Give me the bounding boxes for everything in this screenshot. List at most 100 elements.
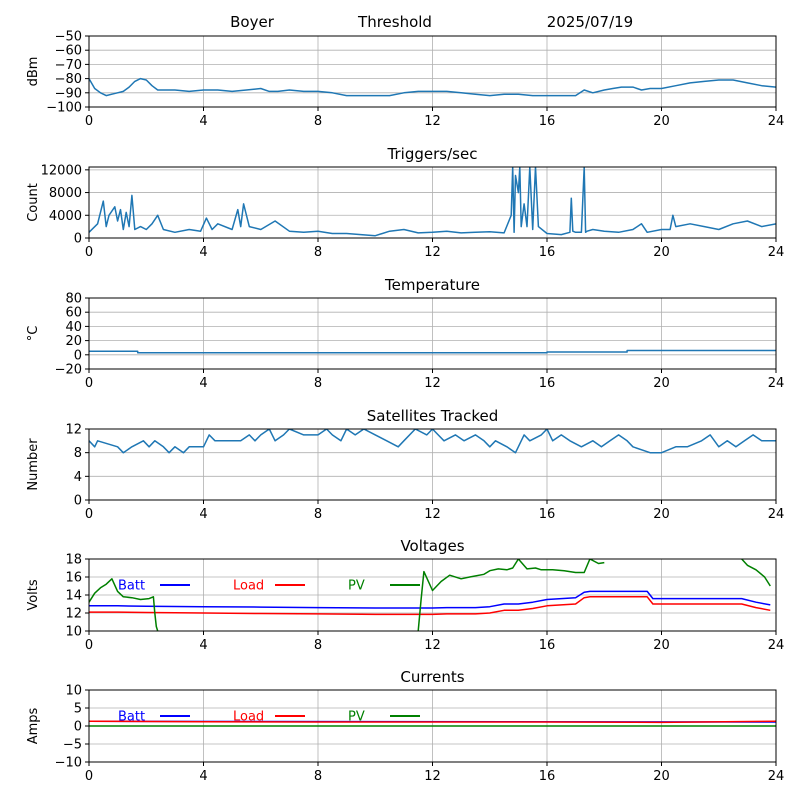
series-group	[89, 349, 776, 354]
x-tick-label: 8	[314, 769, 322, 784]
series-group	[89, 167, 776, 237]
x-tick-label: 16	[539, 376, 556, 391]
y-tick-label: −5	[63, 738, 82, 753]
y-tick-label: −70	[55, 58, 82, 73]
x-tick-label: 8	[314, 376, 322, 391]
y-tick-label: 5	[74, 702, 82, 717]
x-tick-label: 24	[768, 376, 785, 391]
chart-title: Temperature	[384, 276, 480, 294]
x-tick-label: 16	[539, 114, 556, 129]
y-tick-label: 14	[65, 589, 82, 604]
chart-panel-4: 0 4 8 12 16 20 24 10 12 14 16 18 Voltages Volts Batt Lo…	[26, 537, 784, 653]
series-line-load	[89, 720, 776, 724]
series-line-data	[89, 349, 776, 354]
y-axis-label: dBm	[26, 57, 41, 87]
x-tick-label: 12	[424, 769, 441, 784]
series-line-data	[89, 77, 776, 97]
x-tick-label: 0	[85, 638, 93, 653]
series-line-batt	[89, 590, 771, 609]
series-line-pv	[89, 578, 159, 631]
x-tick-label: 4	[199, 245, 207, 260]
series-line-data	[89, 167, 776, 237]
y-tick-label: −100	[46, 101, 82, 116]
chart-panel-3: 0 4 8 12 16 20 24 0 4 8 12 Satellites Tracked Number	[26, 407, 784, 522]
x-tick-label: 12	[424, 114, 441, 129]
y-axis-label: °C	[26, 326, 41, 342]
y-tick-label: 12000	[41, 163, 82, 178]
x-tick-label: 8	[314, 114, 322, 129]
y-axis-label: Amps	[26, 707, 41, 744]
x-tick-label: 0	[85, 376, 93, 391]
y-axis-label: Count	[26, 183, 41, 222]
x-tick-label: 24	[768, 507, 785, 522]
x-tick-label: 4	[199, 638, 207, 653]
x-tick-label: 20	[653, 245, 670, 260]
legend-label-pv: PV	[348, 710, 365, 725]
y-tick-label: 10	[65, 625, 82, 640]
mode-label: Threshold	[357, 13, 432, 31]
y-tick-label: −90	[55, 86, 82, 101]
legend-label-load: Load	[233, 710, 264, 725]
y-tick-label: 12	[65, 607, 82, 622]
x-tick-label: 20	[653, 507, 670, 522]
x-tick-label: 0	[85, 114, 93, 129]
y-tick-label: 0	[74, 494, 82, 509]
date-label: 2025/07/19	[547, 13, 633, 31]
series-group	[89, 77, 776, 97]
x-tick-label: 0	[85, 769, 93, 784]
x-tick-label: 8	[314, 507, 322, 522]
y-tick-label: 8000	[49, 186, 82, 201]
chart-title: Satellites Tracked	[367, 407, 498, 425]
chart-title: Voltages	[400, 537, 464, 555]
y-tick-label: −80	[55, 72, 82, 87]
x-tick-label: 16	[539, 507, 556, 522]
x-tick-label: 24	[768, 245, 785, 260]
chart-panel-1: 0 4 8 12 16 20 24 0 4000 8000 12000 Triggers/sec Cou…	[26, 145, 784, 260]
x-tick-label: 0	[85, 245, 93, 260]
x-tick-label: 8	[314, 638, 322, 653]
y-tick-label: 60	[65, 306, 82, 321]
x-tick-label: 24	[768, 769, 785, 784]
series-line-load	[89, 596, 771, 616]
y-axis-label: Volts	[26, 579, 41, 611]
y-tick-label: 80	[65, 292, 82, 307]
x-tick-label: 12	[424, 507, 441, 522]
y-axis-label: Number	[26, 438, 41, 491]
y-tick-label: 8	[74, 446, 82, 461]
y-tick-label: 4000	[49, 209, 82, 224]
series-group	[89, 429, 776, 454]
x-tick-label: 20	[653, 114, 670, 129]
y-tick-label: 18	[65, 553, 82, 568]
x-tick-label: 20	[653, 638, 670, 653]
x-tick-label: 4	[199, 114, 207, 129]
series-group	[89, 559, 771, 631]
x-tick-label: 24	[768, 114, 785, 129]
y-tick-label: 40	[65, 320, 82, 335]
x-tick-label: 4	[199, 507, 207, 522]
y-tick-label: 12	[65, 423, 82, 438]
x-tick-label: 16	[539, 245, 556, 260]
x-tick-label: 24	[768, 638, 785, 653]
series-line-data	[741, 559, 771, 587]
y-tick-label: −10	[55, 756, 82, 771]
x-tick-label: 20	[653, 769, 670, 784]
y-tick-label: 0	[74, 720, 82, 735]
y-tick-label: −60	[55, 44, 82, 59]
legend-label-batt: Batt	[118, 710, 145, 725]
x-tick-label: 12	[424, 376, 441, 391]
y-tick-label: 20	[65, 334, 82, 349]
y-tick-label: 16	[65, 571, 82, 586]
legend-label-pv: PV	[348, 579, 365, 594]
series-line-data	[417, 559, 605, 631]
chart-title: Currents	[400, 668, 464, 686]
x-tick-label: 0	[85, 507, 93, 522]
x-tick-label: 4	[199, 769, 207, 784]
chart-panel-0: 0 4 8 12 16 20 24 −100−90−80−70−60−50 dBm	[26, 30, 784, 130]
legend-label-load: Load	[233, 579, 264, 594]
x-tick-label: 12	[424, 638, 441, 653]
x-tick-label: 16	[539, 769, 556, 784]
x-tick-label: 4	[199, 376, 207, 391]
y-tick-label: −50	[55, 30, 82, 45]
